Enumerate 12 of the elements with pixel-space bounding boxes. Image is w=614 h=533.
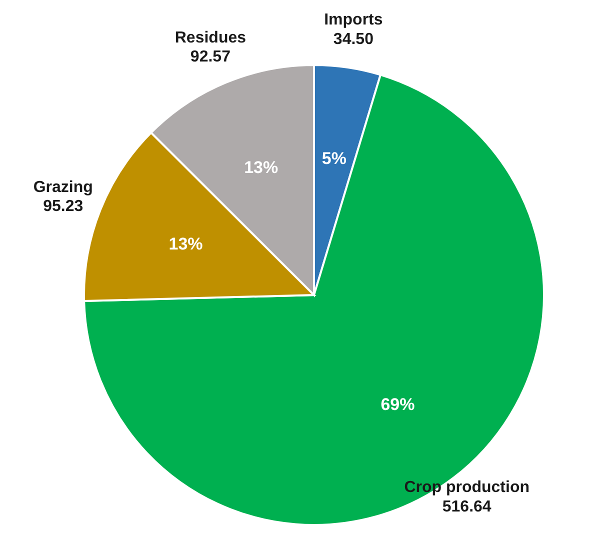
data-label: 92.57 — [190, 48, 231, 66]
text: 69% — [380, 395, 415, 414]
data-label: 34.50 — [333, 30, 374, 48]
slice-label: Grazing — [33, 178, 93, 196]
data-label: 516.64 — [442, 498, 492, 516]
text: 13% — [244, 158, 278, 178]
slice-label: Residues — [174, 29, 246, 46]
slice-label: Crop production — [404, 479, 530, 496]
text: 5% — [322, 148, 346, 168]
data-label: 95.23 — [43, 198, 84, 216]
text: 13% — [168, 234, 203, 254]
slice-label: Imports — [324, 12, 383, 29]
